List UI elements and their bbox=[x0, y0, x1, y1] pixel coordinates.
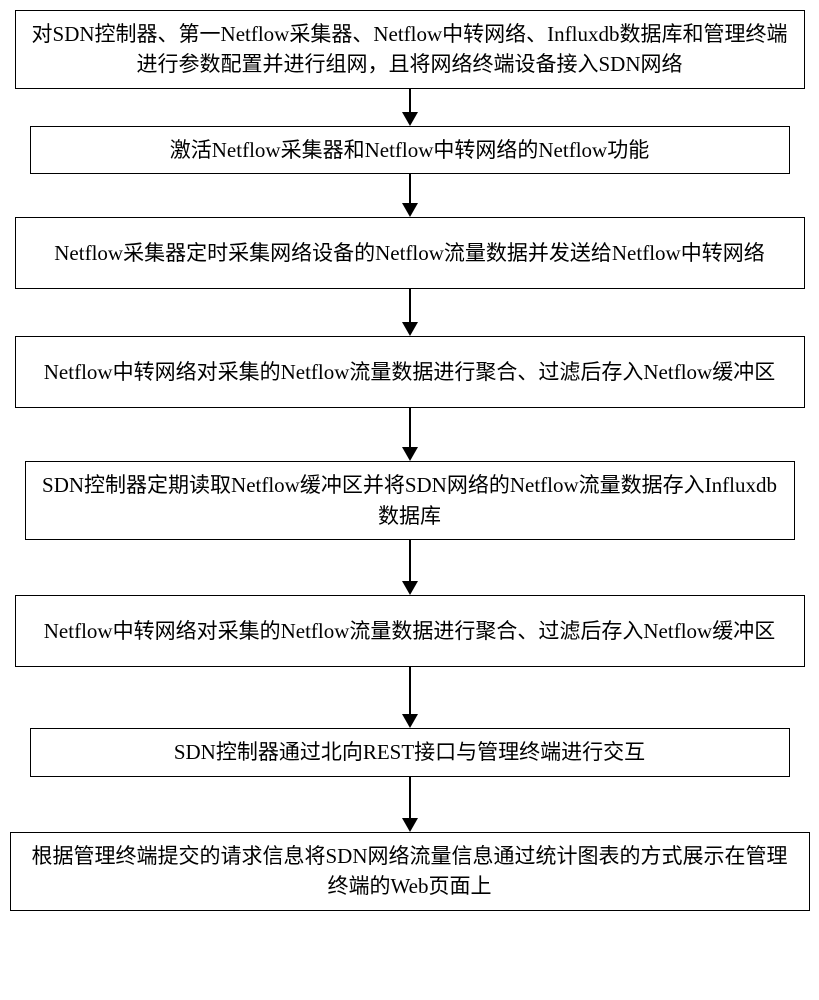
flowchart-container: 对SDN控制器、第一Netflow采集器、Netflow中转网络、Influxd… bbox=[0, 10, 819, 911]
step-4-text: Netflow中转网络对采集的Netflow流量数据进行聚合、过滤后存入Netf… bbox=[44, 357, 775, 387]
step-7: SDN控制器通过北向REST接口与管理终端进行交互 bbox=[30, 728, 790, 776]
arrow-line bbox=[409, 408, 411, 448]
step-7-text: SDN控制器通过北向REST接口与管理终端进行交互 bbox=[174, 737, 645, 767]
step-6-text: Netflow中转网络对采集的Netflow流量数据进行聚合、过滤后存入Netf… bbox=[44, 616, 775, 646]
arrow-line bbox=[409, 289, 411, 323]
arrow-head-icon bbox=[402, 203, 418, 217]
arrow-head-icon bbox=[402, 112, 418, 126]
arrow-1 bbox=[402, 89, 418, 126]
step-8: 根据管理终端提交的请求信息将SDN网络流量信息通过统计图表的方式展示在管理终端的… bbox=[10, 832, 810, 911]
arrow-4 bbox=[402, 408, 418, 461]
step-2-text: 激活Netflow采集器和Netflow中转网络的Netflow功能 bbox=[170, 135, 649, 165]
step-1-text: 对SDN控制器、第一Netflow采集器、Netflow中转网络、Influxd… bbox=[28, 19, 792, 80]
step-3: Netflow采集器定时采集网络设备的Netflow流量数据并发送给Netflo… bbox=[15, 217, 805, 289]
arrow-line bbox=[409, 540, 411, 582]
arrow-3 bbox=[402, 289, 418, 336]
step-3-text: Netflow采集器定时采集网络设备的Netflow流量数据并发送给Netflo… bbox=[54, 238, 764, 268]
arrow-head-icon bbox=[402, 322, 418, 336]
arrow-2 bbox=[402, 174, 418, 217]
arrow-head-icon bbox=[402, 818, 418, 832]
step-4: Netflow中转网络对采集的Netflow流量数据进行聚合、过滤后存入Netf… bbox=[15, 336, 805, 408]
step-5: SDN控制器定期读取Netflow缓冲区并将SDN网络的Netflow流量数据存… bbox=[25, 461, 795, 540]
arrow-6 bbox=[402, 667, 418, 728]
arrow-head-icon bbox=[402, 581, 418, 595]
step-5-text: SDN控制器定期读取Netflow缓冲区并将SDN网络的Netflow流量数据存… bbox=[38, 470, 782, 531]
arrow-head-icon bbox=[402, 714, 418, 728]
step-2: 激活Netflow采集器和Netflow中转网络的Netflow功能 bbox=[30, 126, 790, 174]
step-1: 对SDN控制器、第一Netflow采集器、Netflow中转网络、Influxd… bbox=[15, 10, 805, 89]
arrow-head-icon bbox=[402, 447, 418, 461]
step-6: Netflow中转网络对采集的Netflow流量数据进行聚合、过滤后存入Netf… bbox=[15, 595, 805, 667]
arrow-7 bbox=[402, 777, 418, 832]
arrow-line bbox=[409, 89, 411, 113]
arrow-line bbox=[409, 174, 411, 204]
arrow-5 bbox=[402, 540, 418, 595]
arrow-line bbox=[409, 667, 411, 715]
arrow-line bbox=[409, 777, 411, 819]
step-8-text: 根据管理终端提交的请求信息将SDN网络流量信息通过统计图表的方式展示在管理终端的… bbox=[23, 841, 797, 902]
